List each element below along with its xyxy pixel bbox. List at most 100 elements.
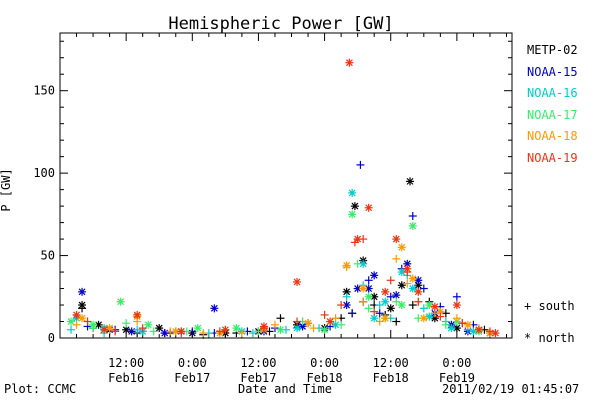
data-point-north bbox=[232, 324, 241, 333]
x-tick-time-label: 0:00 bbox=[178, 356, 207, 370]
data-point-south bbox=[419, 304, 428, 313]
data-point-south bbox=[392, 254, 401, 263]
south-marker-label: south bbox=[538, 299, 575, 313]
data-point-north bbox=[345, 58, 354, 67]
data-point-north bbox=[67, 317, 76, 326]
data-point-north bbox=[89, 320, 98, 329]
data-point-south bbox=[359, 297, 368, 306]
data-point-south bbox=[392, 317, 401, 326]
data-point-south bbox=[83, 317, 92, 326]
data-point-south bbox=[441, 320, 450, 329]
data-point-north bbox=[397, 243, 406, 252]
data-point-south bbox=[270, 320, 279, 329]
data-point-south bbox=[436, 312, 445, 321]
data-point-south bbox=[408, 301, 417, 310]
x-tick-date-label: Feb17 bbox=[240, 371, 276, 385]
data-point-north bbox=[359, 284, 368, 293]
y-tick-label: 150 bbox=[33, 84, 55, 98]
data-point-north bbox=[436, 307, 445, 316]
data-point-south bbox=[375, 309, 384, 318]
data-point-south bbox=[392, 297, 401, 306]
data-point-south bbox=[276, 314, 285, 323]
data-point-north bbox=[221, 325, 230, 334]
data-point-north bbox=[425, 301, 434, 310]
data-point-north bbox=[447, 324, 456, 333]
data-point-north bbox=[105, 324, 114, 333]
data-point-north bbox=[210, 304, 219, 313]
data-point-south bbox=[386, 276, 395, 285]
data-point-south bbox=[408, 212, 417, 220]
data-point-south bbox=[293, 317, 302, 326]
data-point-south bbox=[138, 324, 147, 333]
x-axis: 12:00Feb160:00Feb1712:00Feb170:00Feb1812… bbox=[76, 33, 507, 385]
plot-frame bbox=[59, 32, 513, 339]
data-point-north bbox=[133, 310, 142, 319]
data-point-south bbox=[337, 301, 346, 310]
data-point-north bbox=[78, 287, 87, 296]
data-points bbox=[67, 58, 500, 339]
data-point-north bbox=[381, 287, 390, 296]
data-point-north bbox=[353, 284, 362, 293]
data-point-north bbox=[370, 271, 379, 280]
data-point-north bbox=[370, 314, 379, 323]
data-point-north bbox=[348, 188, 357, 197]
data-point-south bbox=[458, 319, 467, 328]
legend-entry: NOAA-17 bbox=[527, 107, 578, 122]
data-point-south bbox=[72, 320, 81, 329]
x-tick-date-label: Feb19 bbox=[439, 371, 475, 385]
y-axis-label: P [GW] bbox=[0, 168, 13, 211]
data-point-north bbox=[408, 274, 417, 283]
data-point-south bbox=[149, 327, 158, 336]
north-marker-symbol: * bbox=[524, 331, 532, 345]
data-point-north bbox=[193, 324, 202, 333]
y-tick-label: 50 bbox=[41, 249, 55, 263]
data-point-north bbox=[403, 264, 412, 273]
data-point-south bbox=[375, 317, 384, 326]
data-point-north bbox=[78, 314, 87, 323]
data-point-south bbox=[320, 310, 329, 319]
data-point-south bbox=[364, 304, 373, 313]
data-point-south bbox=[364, 276, 373, 285]
data-point-south bbox=[199, 329, 208, 338]
data-point-south bbox=[485, 327, 494, 336]
data-point-south bbox=[133, 325, 142, 334]
x-tick-time-label: 12:00 bbox=[373, 356, 409, 370]
data-point-north bbox=[370, 292, 379, 301]
x-tick-date-label: Feb17 bbox=[174, 371, 210, 385]
data-point-north bbox=[364, 203, 373, 212]
x-tick-time-label: 12:00 bbox=[108, 356, 144, 370]
data-point-north bbox=[463, 320, 472, 329]
x-tick-time-label: 0:00 bbox=[442, 356, 471, 370]
data-point-north bbox=[342, 287, 351, 296]
data-point-south bbox=[419, 284, 428, 293]
data-point-south bbox=[111, 327, 120, 336]
data-point-south bbox=[452, 314, 461, 323]
data-point-north bbox=[452, 301, 461, 310]
x-tick-time-label: 0:00 bbox=[310, 356, 339, 370]
data-point-north bbox=[342, 261, 351, 270]
north-marker-label: north bbox=[538, 331, 575, 345]
data-point-north bbox=[491, 329, 500, 338]
chart-title: Hemispheric Power [GW] bbox=[168, 14, 393, 34]
data-point-north bbox=[397, 301, 406, 310]
legend-entry: NOAA-18 bbox=[527, 129, 578, 143]
data-point-south bbox=[237, 329, 246, 338]
marker-key-south: + south bbox=[524, 299, 575, 313]
data-point-north bbox=[342, 301, 351, 310]
x-tick-date-label: Feb16 bbox=[108, 371, 144, 385]
plot-credit: Plot: CCMC bbox=[4, 382, 77, 396]
data-point-south bbox=[254, 327, 263, 336]
data-point-north bbox=[259, 322, 268, 331]
data-point-south bbox=[370, 307, 379, 316]
data-point-south bbox=[248, 329, 257, 338]
data-point-north bbox=[474, 325, 483, 334]
x-axis-title: Date and Time bbox=[238, 382, 332, 396]
data-point-north bbox=[350, 202, 359, 211]
data-point-north bbox=[397, 281, 406, 290]
data-point-south bbox=[353, 259, 362, 268]
legend-entry: NOAA-16 bbox=[527, 86, 578, 100]
legend-entry: METP-02 bbox=[527, 43, 578, 57]
data-point-north bbox=[320, 325, 329, 334]
data-point-south bbox=[122, 319, 131, 328]
